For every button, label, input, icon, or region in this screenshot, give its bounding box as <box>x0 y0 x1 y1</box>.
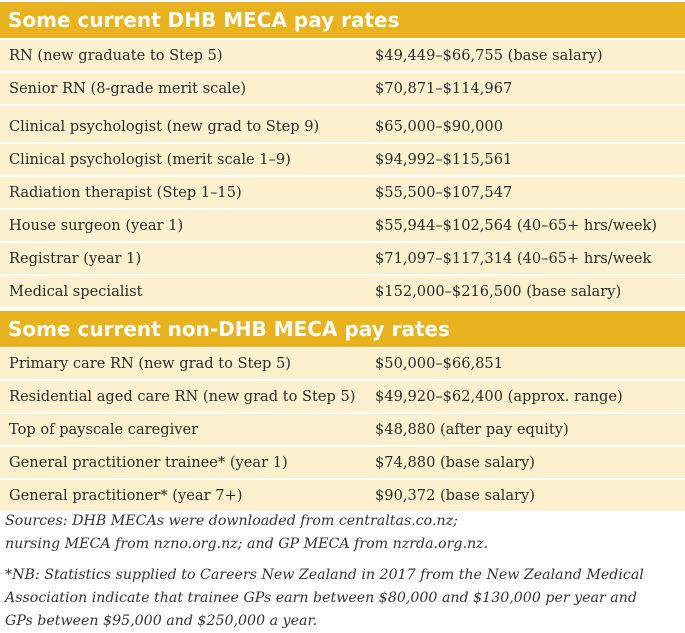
row-divider <box>0 208 685 210</box>
role-cell: Residential aged care RN (new grad to St… <box>9 388 356 405</box>
sources-line: Sources: DHB MECAs were downloaded from … <box>5 513 458 529</box>
row-divider <box>0 412 685 414</box>
row-divider <box>0 142 685 144</box>
row-divider <box>0 379 685 381</box>
rate-cell: $70,871–$114,967 <box>375 80 513 97</box>
table-row: General practitioner trainee* (year 1) $… <box>0 447 685 478</box>
role-cell: House surgeon (year 1) <box>9 217 184 234</box>
role-cell: Primary care RN (new grad to Step 5) <box>9 355 291 372</box>
footnote: *NB: Statistics supplied to Careers New … <box>5 564 681 633</box>
section-title-non-dhb: Some current non-DHB MECA pay rates <box>0 311 685 347</box>
rate-cell: $49,449–$66,755 (base salary) <box>375 47 603 64</box>
rate-cell: $74,880 (base salary) <box>375 454 535 471</box>
table-row: Primary care RN (new grad to Step 5) $50… <box>0 348 685 379</box>
role-cell: RN (new graduate to Step 5) <box>9 47 223 64</box>
footnote-line: GPs between $95,000 and $250,000 a year. <box>5 613 318 629</box>
row-divider <box>0 478 685 480</box>
table-row: Clinical psychologist (new grad to Step … <box>0 111 685 142</box>
role-cell: General practitioner* (year 7+) <box>9 487 243 504</box>
table-row: Medical specialist $152,000–$216,500 (ba… <box>0 276 685 307</box>
role-cell: Radiation therapist (Step 1–15) <box>9 184 242 201</box>
row-divider <box>0 274 685 276</box>
rate-cell: $71,097–$117,314 (40–65+ hrs/week <box>375 250 652 267</box>
row-divider <box>0 71 685 73</box>
group-gap <box>0 106 685 112</box>
sources-note: Sources: DHB MECAs were downloaded from … <box>5 510 681 556</box>
table-row: House surgeon (year 1) $55,944–$102,564 … <box>0 210 685 241</box>
rate-cell: $94,992–$115,561 <box>375 151 513 168</box>
rate-cell: $55,944–$102,564 (40–65+ hrs/week) <box>375 217 657 234</box>
row-divider <box>0 445 685 447</box>
rate-cell: $152,000–$216,500 (base salary) <box>375 283 622 300</box>
role-cell: Senior RN (8-grade merit scale) <box>9 80 247 97</box>
table-row: Clinical psychologist (merit scale 1–9) … <box>0 144 685 175</box>
row-divider <box>0 241 685 243</box>
sources-line: nursing MECA from nzno.org.nz; and GP ME… <box>5 536 489 552</box>
role-cell: Medical specialist <box>9 283 143 300</box>
table-row: General practitioner* (year 7+) $90,372 … <box>0 480 685 511</box>
row-divider <box>0 104 685 106</box>
table-row: Top of payscale caregiver $48,880 (after… <box>0 414 685 445</box>
rate-cell: $65,000–$90,000 <box>375 118 503 135</box>
role-cell: Registrar (year 1) <box>9 250 142 267</box>
footnote-line: *NB: Statistics supplied to Careers New … <box>5 567 644 583</box>
footnote-line: Association indicate that trainee GPs ea… <box>5 590 637 606</box>
rate-cell: $49,920–$62,400 (approx. range) <box>375 388 623 405</box>
rate-cell: $90,372 (base salary) <box>375 487 535 504</box>
table-row: Radiation therapist (Step 1–15) $55,500–… <box>0 177 685 208</box>
table-row: Residential aged care RN (new grad to St… <box>0 381 685 412</box>
table-row: Registrar (year 1) $71,097–$117,314 (40–… <box>0 243 685 274</box>
role-cell: Clinical psychologist (merit scale 1–9) <box>9 151 291 168</box>
table-row: RN (new graduate to Step 5) $49,449–$66,… <box>0 40 685 71</box>
role-cell: Top of payscale caregiver <box>9 421 199 438</box>
role-cell: General practitioner trainee* (year 1) <box>9 454 288 471</box>
role-cell: Clinical psychologist (new grad to Step … <box>9 118 320 135</box>
section-title-dhb: Some current DHB MECA pay rates <box>0 2 685 38</box>
rate-cell: $50,000–$66,851 <box>375 355 503 372</box>
rate-cell: $48,880 (after pay equity) <box>375 421 569 438</box>
row-divider <box>0 175 685 177</box>
rate-cell: $55,500–$107,547 <box>375 184 513 201</box>
table-row: Senior RN (8-grade merit scale) $70,871–… <box>0 73 685 104</box>
